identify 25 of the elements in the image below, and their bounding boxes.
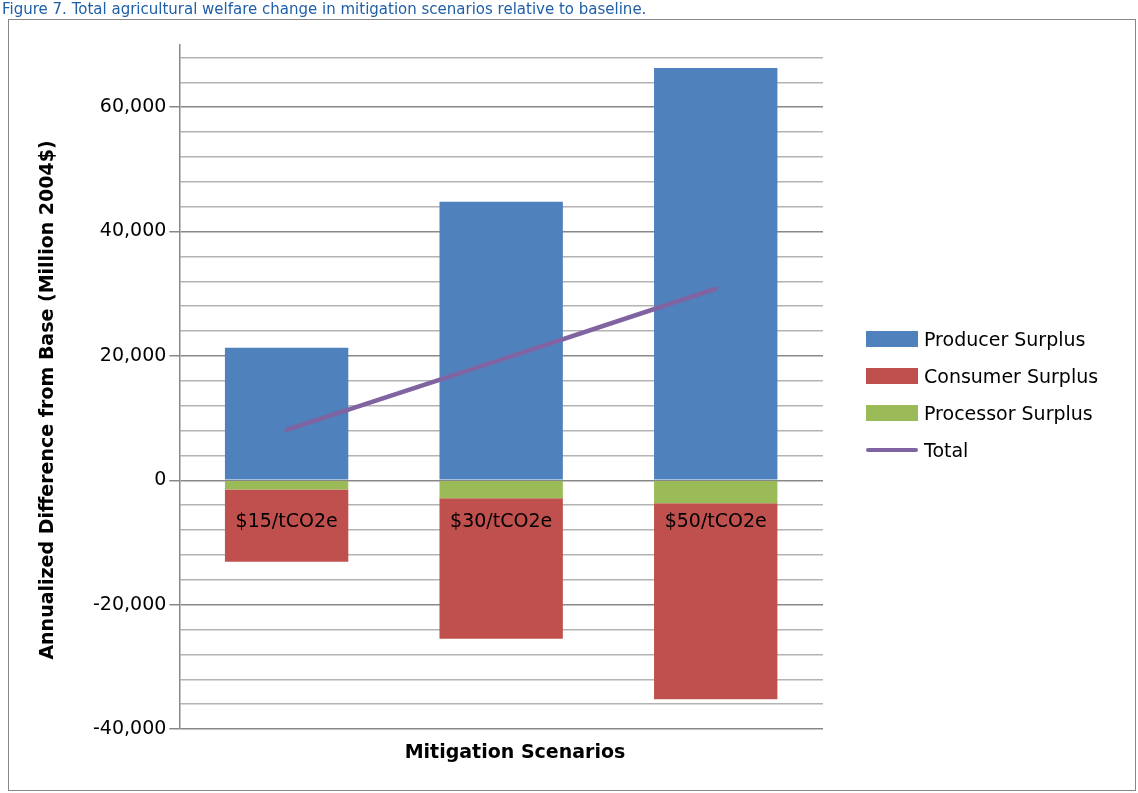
bar <box>224 489 349 562</box>
bar <box>224 481 349 490</box>
bar <box>654 503 778 700</box>
bar <box>439 481 563 499</box>
bar <box>654 68 778 480</box>
chart-title: Figure 7. Total agricultural welfare change in mitigation scenarios relative to baseline. <box>2 0 648 18</box>
x-tick-label: $50/tCO2e <box>664 509 767 532</box>
y-tick-label: 60,000 <box>99 94 167 117</box>
x-axis-title: Mitigation Scenarios <box>404 740 626 762</box>
y-tick-label: 0 <box>154 467 167 490</box>
legend-label: Consumer Surplus <box>924 364 1099 387</box>
y-axis-title: Annualized Difference from Base (Million 2004$) <box>35 140 57 660</box>
y-tick-label: 20,000 <box>99 342 167 365</box>
y-tick-label: 40,000 <box>99 218 167 241</box>
x-tick-label: $30/tCO2e <box>450 509 553 532</box>
legend-label: Producer Surplus <box>924 327 1086 350</box>
y-tick-label: -20,000 <box>92 591 167 614</box>
bar <box>439 498 563 639</box>
bar <box>224 347 349 480</box>
legend-label: Total <box>924 438 969 461</box>
legend-label: Processor Surplus <box>924 401 1093 424</box>
bar <box>439 201 563 480</box>
y-tick-label: -40,000 <box>92 715 167 738</box>
x-tick-label: $15/tCO2e <box>235 509 338 532</box>
bar <box>654 481 778 504</box>
